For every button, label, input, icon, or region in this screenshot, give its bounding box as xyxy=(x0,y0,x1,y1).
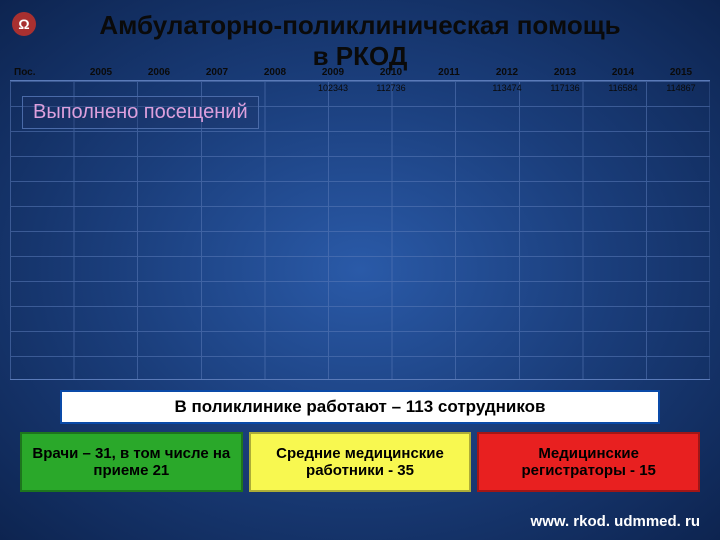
subtitle-text: Выполнено посещений xyxy=(33,101,248,123)
value-cell: 102343 xyxy=(304,81,362,93)
value-cell xyxy=(420,81,478,93)
year-cell: 2008 xyxy=(246,67,304,78)
card-mid-staff: Средние медицинские работники - 35 xyxy=(249,432,472,492)
value-cell xyxy=(246,81,304,93)
info-cards: Врачи – 31, в том числе на приеме 21 Сре… xyxy=(20,432,700,492)
year-cell: 2014 xyxy=(594,67,652,78)
value-cell: 113474 xyxy=(478,81,536,93)
value-cell: 112736 xyxy=(362,81,420,93)
value-cell xyxy=(188,81,246,93)
year-cell: 2005 xyxy=(72,67,130,78)
card-text: Врачи – 31, в том числе на приеме 21 xyxy=(30,445,233,480)
footer-url: www. rkod. udmmed. ru xyxy=(531,513,700,530)
value-cell: 117136 xyxy=(536,81,594,93)
year-cell: 2009 xyxy=(304,67,362,78)
summary-box: В поликлинике работают – 113 сотрудников xyxy=(60,390,660,424)
header-row-label: Пос. xyxy=(10,67,72,78)
year-cell: 2010 xyxy=(362,67,420,78)
year-cell: 2015 xyxy=(652,67,710,78)
title-line-1: Амбулаторно-поликлиническая помощь xyxy=(99,10,620,40)
year-cell: 2013 xyxy=(536,67,594,78)
page-title: Амбулаторно-поликлиническая помощь в РКО… xyxy=(0,10,720,72)
value-row-label xyxy=(10,81,72,93)
value-cell: 114867 xyxy=(652,81,710,93)
year-cell: 2006 xyxy=(130,67,188,78)
value-cell xyxy=(130,81,188,93)
card-text: Медицинские регистраторы - 15 xyxy=(487,445,690,480)
card-text: Средние медицинские работники - 35 xyxy=(259,445,462,480)
year-cell: 2011 xyxy=(420,67,478,78)
year-cell: 2007 xyxy=(188,67,246,78)
value-cell xyxy=(72,81,130,93)
year-header-row: Пос. 2005 2006 2007 2008 2009 2010 2011 … xyxy=(10,67,710,78)
summary-text: В поликлинике работают – 113 сотрудников xyxy=(175,397,546,417)
subtitle-box: Выполнено посещений xyxy=(22,96,259,129)
year-cell: 2012 xyxy=(478,67,536,78)
value-cell: 116584 xyxy=(594,81,652,93)
card-doctors: Врачи – 31, в том числе на приеме 21 xyxy=(20,432,243,492)
card-registrars: Медицинские регистраторы - 15 xyxy=(477,432,700,492)
value-row: 102343 112736 113474 117136 116584 11486… xyxy=(10,81,710,93)
